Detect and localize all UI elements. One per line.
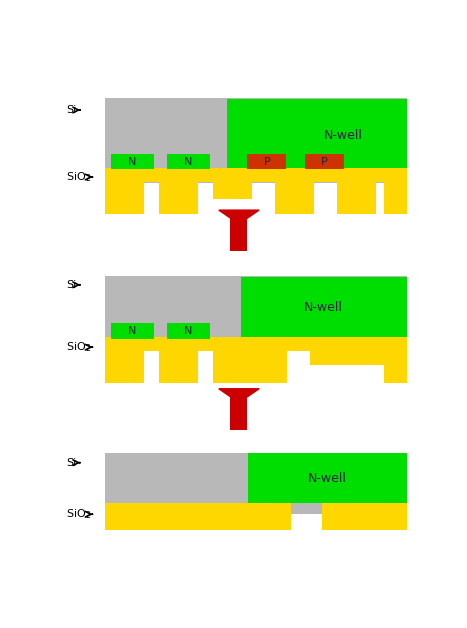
Bar [337,181,376,214]
Bar [227,99,407,168]
Bar [105,351,144,383]
Bar [167,154,210,170]
Bar [230,389,248,430]
Text: Si: Si [66,280,77,290]
Bar [230,210,248,251]
Bar [105,181,144,214]
Text: N: N [184,156,192,166]
Text: N-well: N-well [308,472,347,485]
Polygon shape [219,389,259,403]
Bar [111,323,154,338]
Bar [310,351,407,365]
Bar [384,181,407,214]
Text: SiO$_2$: SiO$_2$ [66,170,91,184]
Bar [105,99,407,183]
Text: P: P [263,156,270,166]
Bar [105,453,407,514]
Bar [167,323,210,338]
Bar [213,181,252,198]
Bar [105,337,407,351]
Bar [111,154,154,170]
Bar [105,502,291,529]
Bar [248,453,407,502]
Bar [241,277,407,337]
Bar [248,154,286,170]
Text: N-well: N-well [324,129,363,142]
Bar [105,276,407,349]
Bar [384,351,407,383]
Text: N-well: N-well [304,301,343,315]
Bar [159,351,198,383]
Bar [276,181,314,214]
Bar [305,154,344,170]
Text: Si: Si [66,458,77,468]
Text: SiO$_2$: SiO$_2$ [66,340,91,354]
Text: SiO$_2$: SiO$_2$ [66,507,91,521]
Bar [105,168,407,181]
Text: N: N [128,156,136,166]
Bar [322,502,407,529]
Text: P: P [321,156,327,166]
Text: Si: Si [66,105,77,115]
Text: N: N [184,326,192,336]
Polygon shape [219,210,259,224]
Text: N: N [128,326,136,336]
Bar [213,351,287,383]
Bar [159,181,198,214]
